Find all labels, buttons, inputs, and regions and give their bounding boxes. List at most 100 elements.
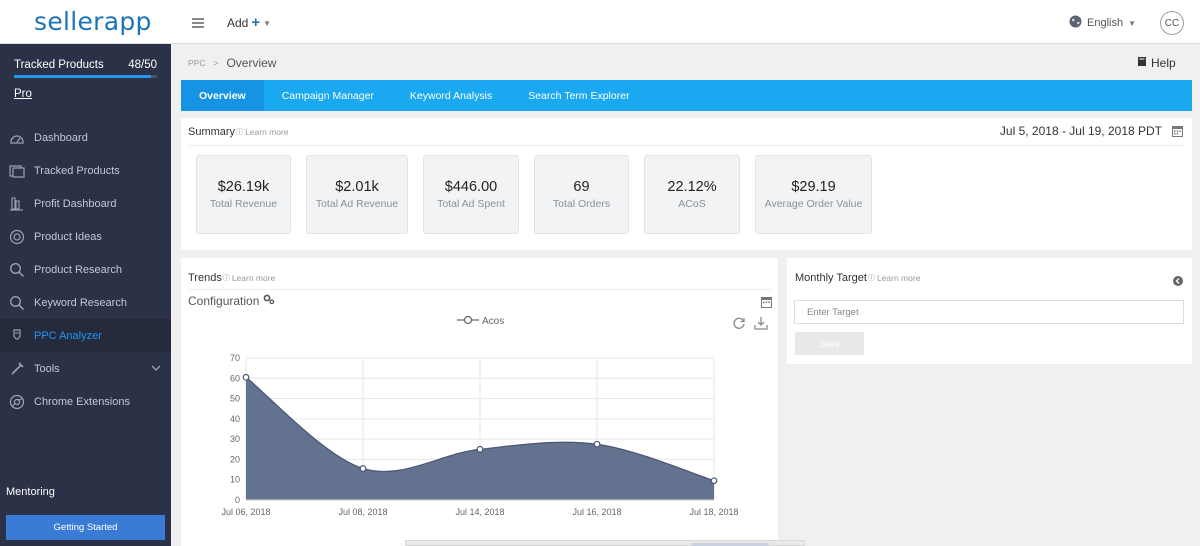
chart-legend[interactable]: Acos [457,315,504,328]
monthly-target-learn-more-link[interactable]: Learn more [876,273,921,283]
sidebar-item-label: Dashboard [34,131,88,144]
y-tick-label: 0 [235,495,240,505]
trends-divider [188,289,771,290]
info-icon[interactable]: ⓘ [867,275,875,282]
trends-learn-more-link[interactable]: Learn more [231,273,276,283]
tab-search-term-explorer[interactable]: Search Term Explorer [528,89,630,102]
tab-keyword-analysis[interactable]: Keyword Analysis [409,89,493,102]
avatar[interactable]: CC [1160,11,1184,35]
breadcrumb-current: Overview [226,56,277,70]
y-tick-label: 20 [230,454,240,464]
target-input[interactable] [794,300,1184,324]
metric-label: Total Ad Revenue [315,198,399,210]
summary-card: Summary ⓘ Learn more Jul 5, 2018 - Jul 1… [181,118,1192,250]
summary-title-row: Summary ⓘ Learn more [188,126,289,138]
logo-container[interactable]: sellerapp [0,0,171,44]
book-icon [1137,56,1147,70]
tab-campaign-manager[interactable]: Campaign Manager [281,89,374,102]
menu-toggle-icon[interactable] [192,15,204,33]
tab-bar: Overview Campaign Manager Keyword Analys… [181,80,1192,111]
caret-down-icon: ▼ [263,18,272,28]
y-tick-label: 60 [230,373,240,383]
globe-icon [1069,15,1082,31]
mentoring-heading: Mentoring [6,486,55,498]
chrome-icon [8,393,26,411]
metric-value: $29.19 [791,179,836,195]
sidebar-nav: Dashboard Tracked Products Profit Dashbo… [0,121,171,418]
plus-icon: + [251,14,261,31]
ppc-icon [8,327,26,345]
sidebar-item-product-ideas[interactable]: Product Ideas [0,220,171,253]
help-label: Help [1151,56,1176,70]
data-point [476,445,484,453]
save-button[interactable]: Save [795,332,864,355]
add-label: Add [227,16,249,30]
configuration-button[interactable]: Configuration [188,294,275,308]
data-point [593,440,601,448]
sidebar: sellerapp Tracked Products 48/50 Pro Das… [0,0,171,546]
getting-started-button[interactable]: Getting Started [6,515,165,540]
metric-label: Total Ad Spent [437,198,505,210]
top-bar: Add + ▼ English ▼ CC [171,0,1200,44]
y-tick-label: 40 [230,414,240,424]
tracked-products-progress [14,75,157,78]
metric-value: $446.00 [444,179,498,195]
info-icon[interactable]: ⓘ [236,129,244,136]
info-icon[interactable]: ⓘ [222,275,230,282]
language-selector[interactable]: English ▼ [1069,15,1136,31]
add-menu-button[interactable]: Add + ▼ [227,14,272,31]
keyword-search-icon [8,294,26,312]
breadcrumb: PPC > Overview [188,56,276,70]
y-tick-label: 10 [230,475,240,485]
sellerapp-logo[interactable]: sellerapp [34,7,152,36]
acos-area-chart: 0 10 20 30 40 50 60 70 Jul 06, 2018 Jul 08, 2018 J… [221,353,738,517]
back-arrow-icon[interactable] [1173,273,1183,291]
download-icon[interactable] [754,316,768,335]
x-tick-label: Jul 18, 2018 [689,507,738,517]
summary-divider [188,145,1185,146]
lightbulb-icon [8,228,26,246]
search-icon [8,261,26,279]
metric-value: $2.01k [335,179,379,195]
cogs-icon [263,294,275,308]
metric-card-acos: 22.12% ACoS [644,155,740,234]
summary-title: Summary [188,126,236,138]
y-tick-label: 50 [230,394,240,404]
sidebar-item-tools[interactable]: Tools [0,352,171,385]
chevron-down-icon [151,363,161,375]
date-range[interactable]: Jul 5, 2018 - Jul 19, 2018 PDT [999,124,1162,138]
metric-card-total-orders: 69 Total Orders [534,155,629,234]
metric-card-total-ad-spent: $446.00 Total Ad Spent [423,155,519,234]
sidebar-item-dashboard[interactable]: Dashboard [0,121,171,154]
plan-link[interactable]: Pro [14,88,32,100]
metric-label: Total Orders [552,198,611,210]
summary-learn-more-link[interactable]: Learn more [245,127,289,137]
legend-marker-icon [457,315,479,328]
calendar-icon[interactable] [1172,124,1183,142]
metric-card-average-order-value: $29.19 Average Order Value [755,155,872,234]
sidebar-item-keyword-research[interactable]: Keyword Research [0,286,171,319]
sidebar-item-product-research[interactable]: Product Research [0,253,171,286]
metric-label: Average Order Value [764,198,863,210]
tab-overview[interactable]: Overview [181,80,264,111]
bottom-overlay-segment [691,543,769,546]
breadcrumb-separator: > [213,58,219,68]
sidebar-item-chrome-extensions[interactable]: Chrome Extensions [0,385,171,418]
metric-value: 22.12% [667,179,717,195]
monthly-target-title: Monthly Target [795,272,867,284]
metric-value: $26.19k [217,179,270,195]
help-link[interactable]: Help [1137,56,1176,70]
sidebar-item-tracked-products[interactable]: Tracked Products [0,154,171,187]
sidebar-item-label: Keyword Research [34,296,127,309]
configuration-label: Configuration [188,294,260,308]
sidebar-item-ppc-analyzer[interactable]: PPC Analyzer [0,319,171,352]
tracked-products-progress-fill [14,75,152,78]
sidebar-item-profit-dashboard[interactable]: Profit Dashboard [0,187,171,220]
refresh-icon[interactable] [732,316,746,335]
language-label: English [1087,17,1124,29]
tracked-products-quota: Tracked Products 48/50 [0,44,171,78]
calendar-icon[interactable] [761,295,772,313]
breadcrumb-parent[interactable]: PPC [188,58,206,68]
trends-title: Trends [188,272,222,284]
tracked-products-label: Tracked Products [14,59,104,71]
